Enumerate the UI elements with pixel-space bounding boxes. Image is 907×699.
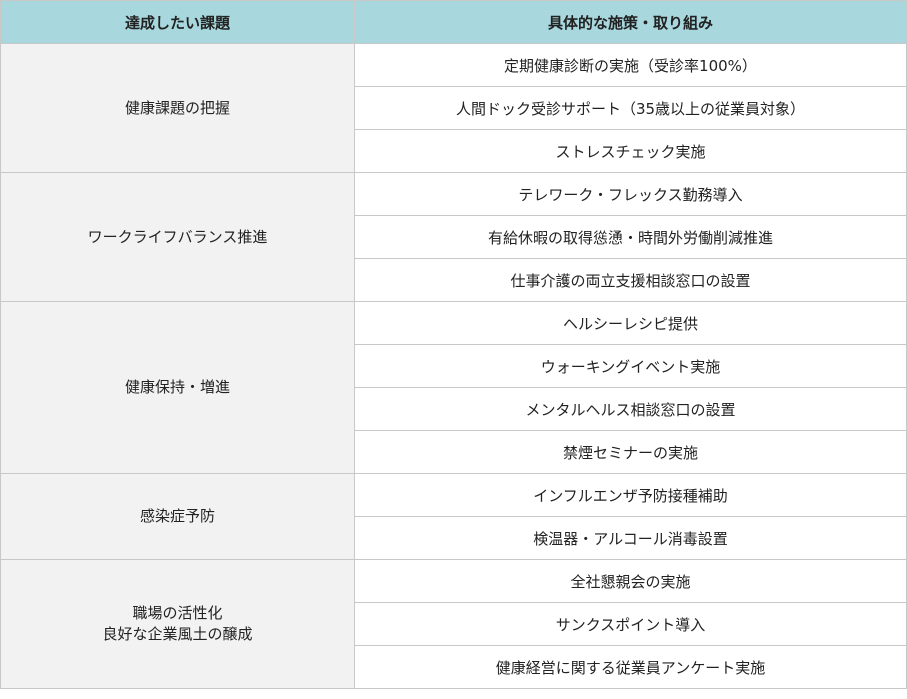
table-row: 健康保持・増進 ヘルシーレシピ提供 xyxy=(0,301,907,474)
goal-cell: ワークライフバランス推進 xyxy=(0,172,355,302)
table-row: ウォーキングイベント実施 xyxy=(1,344,907,388)
measure-cell: ヘルシーレシピ提供 xyxy=(354,301,907,345)
table-row: 感染症予防 インフルエンザ予防接種補助 xyxy=(0,473,907,560)
measure-cell: サンクスポイント導入 xyxy=(354,602,907,646)
measure-cell: 全社懇親会の実施 xyxy=(354,559,907,603)
measure-cell: 仕事介護の両立支援相談窓口の設置 xyxy=(354,258,907,302)
measure-cell: ストレスチェック実施 xyxy=(354,129,907,173)
measure-cell: 検温器・アルコール消毒設置 xyxy=(354,516,907,560)
table-row: 仕事介護の両立支援相談窓口の設置 xyxy=(1,258,907,302)
table-row: サンクスポイント導入 xyxy=(1,602,907,646)
header-row: 達成したい課題 具体的な施策・取り組み xyxy=(0,0,907,44)
table-row: ワークライフバランス推進 テレワーク・フレックス勤務導入 xyxy=(0,172,907,302)
measure-cell: テレワーク・フレックス勤務導入 xyxy=(354,172,907,216)
measure-cell: 禁煙セミナーの実施 xyxy=(354,430,907,474)
measure-cell: 有給休暇の取得慫慂・時間外労働削減推進 xyxy=(354,215,907,259)
table-row: 禁煙セミナーの実施 xyxy=(1,430,907,474)
measure-cell: ウォーキングイベント実施 xyxy=(354,344,907,388)
measure-cell: 定期健康診断の実施（受診率100%） xyxy=(354,43,907,87)
table-row: 健康経営に関する従業員アンケート実施 xyxy=(1,645,907,689)
header-goal: 達成したい課題 xyxy=(0,0,355,44)
table-row: 人間ドック受診サポート（35歳以上の従業員対象） xyxy=(1,86,907,130)
table-row: 職場の活性化 良好な企業風土の醸成 全社懇親会の実施 xyxy=(0,559,907,689)
table-row: メンタルヘルス相談窓口の設置 xyxy=(1,387,907,431)
measure-cell: 人間ドック受診サポート（35歳以上の従業員対象） xyxy=(354,86,907,130)
measure-cell: 健康経営に関する従業員アンケート実施 xyxy=(354,645,907,689)
measure-cell: メンタルヘルス相談窓口の設置 xyxy=(354,387,907,431)
goal-cell: 健康保持・増進 xyxy=(0,301,355,474)
goal-cell: 健康課題の把握 xyxy=(0,43,355,173)
table-row: 検温器・アルコール消毒設置 xyxy=(1,516,907,560)
table-row: ストレスチェック実施 xyxy=(1,129,907,173)
goal-cell: 感染症予防 xyxy=(0,473,355,560)
table-row: 健康課題の把握 定期健康診断の実施（受診率100%） xyxy=(0,43,907,173)
measure-cell: インフルエンザ予防接種補助 xyxy=(354,473,907,517)
goal-cell: 職場の活性化 良好な企業風土の醸成 xyxy=(0,559,355,689)
header-measures: 具体的な施策・取り組み xyxy=(354,0,907,44)
